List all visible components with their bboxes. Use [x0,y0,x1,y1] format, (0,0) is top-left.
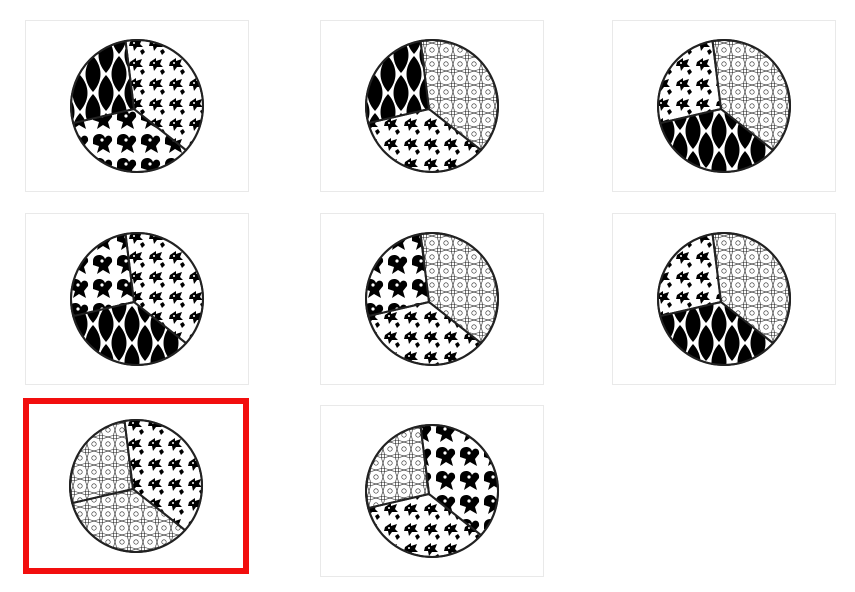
puzzle-tile-7[interactable] [23,398,249,574]
disc-outline [70,232,204,366]
puzzle-tile-1[interactable] [25,20,249,192]
disc-outline [70,39,204,173]
disc-outline [69,419,203,553]
large-black-blob-pattern-sector [365,232,431,318]
segmented-disc-icon [365,424,499,558]
puzzle-tile-8[interactable] [320,405,544,577]
black-leaf-pattern-sector [365,39,431,125]
puzzle-tile-2[interactable] [320,20,544,192]
large-black-blob-pattern-sector [70,232,136,318]
floral-outline-pattern-sector [365,424,431,510]
disc-outline [365,39,499,173]
segmented-disc-icon [657,39,791,173]
disc-outline [365,424,499,558]
segmented-disc-icon [70,39,204,173]
black-leaf-pattern-sector [70,39,136,125]
segmented-disc-icon [365,39,499,173]
segmented-disc-icon [657,232,791,366]
disc-outline [657,39,791,173]
puzzle-tile-6[interactable] [612,213,836,385]
puzzle-tile-4[interactable] [25,213,249,385]
disc-outline [657,232,791,366]
small-fish-pattern-sector [657,39,723,125]
puzzle-tile-3[interactable] [612,20,836,192]
floral-outline-pattern-sector [69,419,135,505]
segmented-disc-icon [69,419,203,553]
segmented-disc-icon [365,232,499,366]
disc-outline [365,232,499,366]
puzzle-tile-5[interactable] [320,213,544,385]
small-fish-pattern-sector [657,232,723,318]
segmented-disc-icon [70,232,204,366]
